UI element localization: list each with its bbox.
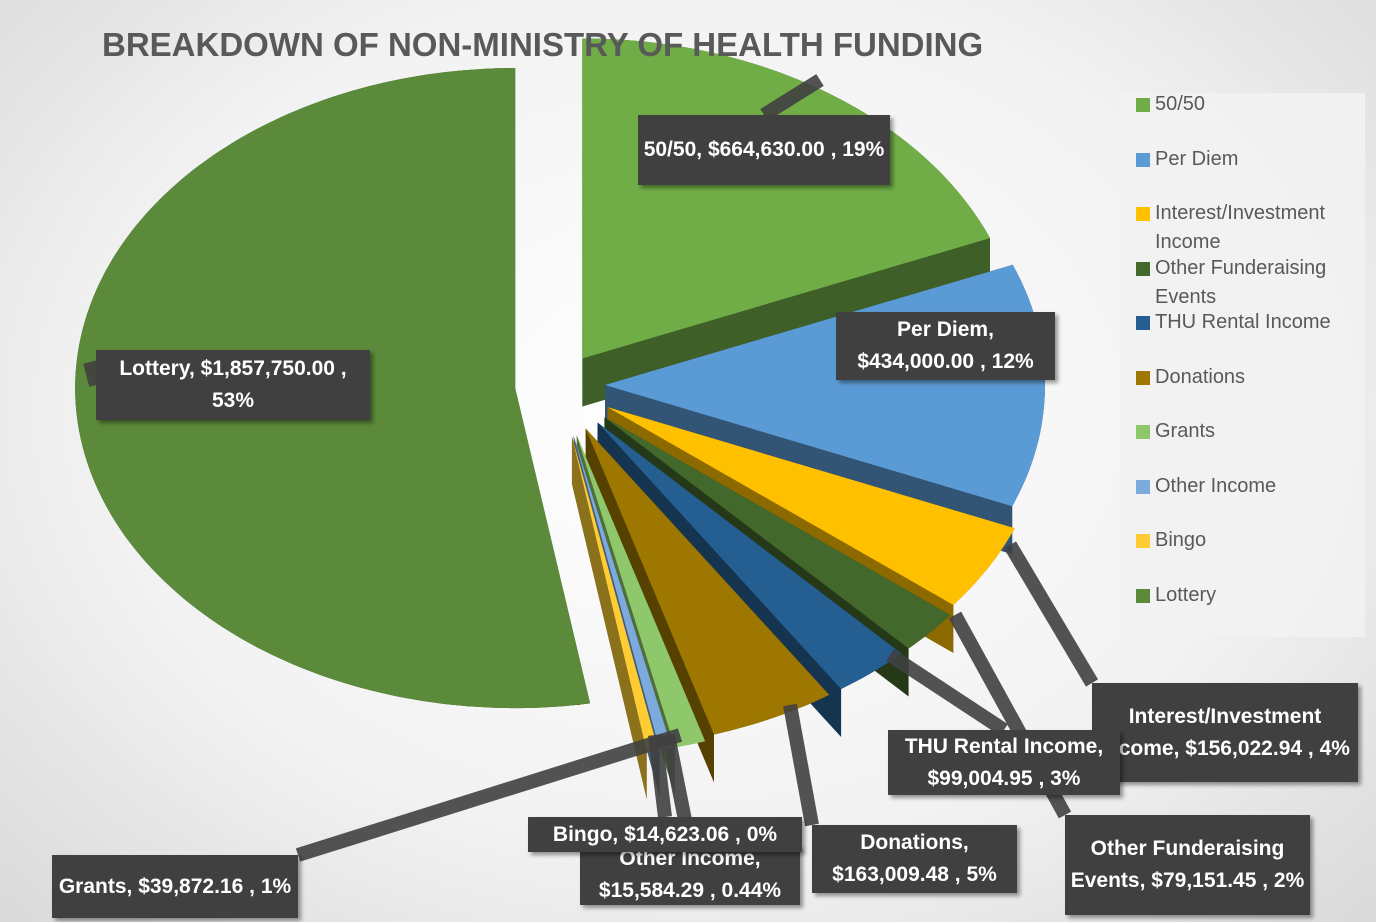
- data-label-text: Bingo$14,623.060%: [553, 819, 777, 851]
- label-value: $15,584.29: [599, 879, 722, 902]
- label-percent: 12%: [991, 350, 1034, 373]
- legend-swatch: [1136, 371, 1150, 385]
- legend-label: Other Funderaising Events: [1155, 257, 1327, 308]
- legend-swatch: [1136, 425, 1150, 439]
- legend-swatch: [1136, 589, 1150, 603]
- data-label-text: Other Funderaising Events$79,151.452%: [1065, 833, 1310, 897]
- legend-label: Grants: [1155, 420, 1216, 442]
- label-value: $1,857,750.00: [201, 357, 347, 380]
- legend-swatch: [1136, 316, 1150, 330]
- label-category: Other Income: [619, 847, 760, 870]
- legend-swatch: [1136, 480, 1150, 494]
- legend-entry: Lottery: [1136, 581, 1376, 610]
- legend-label: THU Rental Income: [1155, 311, 1331, 333]
- label-percent: 1%: [260, 874, 292, 898]
- data-label-text: Donations $163,009.485%: [812, 827, 1017, 891]
- slice: [585, 428, 830, 735]
- label-percent: 53%: [211, 389, 255, 412]
- label-percent: 4%: [1319, 736, 1350, 760]
- slice: [573, 435, 672, 750]
- data-label: Lottery$1,857,750.00 53%: [96, 350, 370, 420]
- data-label: Other Funderaising Events$79,151.452%: [1065, 815, 1310, 915]
- slice-side: [607, 407, 1015, 653]
- label-percent: 0%: [746, 822, 778, 846]
- data-label-text: Per Diem $434,000.0012%: [836, 314, 1055, 378]
- label-category: Per Diem: [897, 318, 994, 341]
- leader-line: [760, 74, 824, 121]
- legend-entry: Other Income: [1136, 472, 1376, 501]
- data-label-text: Interest/Investment Income$156,022.944%: [1092, 701, 1358, 765]
- legend-entry: THU Rental Income: [1136, 308, 1376, 337]
- legend-swatch: [1136, 534, 1150, 548]
- slice-side: [573, 435, 672, 798]
- leader-line: [783, 703, 819, 827]
- legend-swatch: [1136, 262, 1150, 276]
- data-label: Donations $163,009.485%: [812, 825, 1017, 893]
- leader-line: [83, 360, 103, 387]
- label-value: $79,151.45: [1151, 869, 1274, 892]
- legend-label: Lottery: [1155, 584, 1217, 606]
- legend-entry: Per Diem: [1136, 145, 1376, 174]
- legend-swatch: [1136, 98, 1150, 112]
- label-percent: 3%: [1050, 766, 1081, 790]
- slice: [576, 435, 706, 748]
- label-category: THU Rental Income: [905, 735, 1103, 758]
- slice: [604, 417, 951, 649]
- label-value: $14,623.06: [624, 823, 747, 846]
- slice: [597, 422, 902, 689]
- legend-swatch: [1136, 153, 1150, 167]
- data-label: Grants$39,872.161%: [52, 855, 298, 918]
- legend-label: Bingo: [1155, 529, 1207, 551]
- legend: 50/50 Per Diem Interest/Investment Income O…: [1120, 93, 1365, 637]
- data-label: 50/50$664,630.0019%: [638, 115, 890, 185]
- label-category: Bingo: [553, 823, 624, 846]
- label-percent: 19%: [842, 138, 885, 161]
- label-category: Grants: [59, 875, 138, 898]
- chart-title: BREAKDOWN OF NON-MINISTRY OF HEALTH FUND…: [102, 26, 984, 63]
- slice: [607, 407, 1015, 605]
- slice: [571, 436, 659, 752]
- label-percent: 5%: [966, 863, 997, 886]
- leader-line: [648, 734, 672, 818]
- data-label-text: Grants$39,872.161%: [59, 871, 291, 903]
- data-label: Bingo$14,623.060%: [528, 817, 802, 852]
- label-value: $664,630.00: [708, 138, 842, 161]
- data-label-text: Lottery$1,857,750.00 53%: [96, 353, 370, 417]
- data-label-text: THU Rental Income $99,004.953%: [888, 731, 1120, 795]
- legend-entry: 50/50: [1136, 90, 1376, 119]
- label-value: $156,022.94: [1185, 737, 1319, 760]
- label-value: $434,000.00: [857, 350, 991, 373]
- label-percent: 2%: [1273, 869, 1305, 892]
- leader-line: [295, 728, 683, 862]
- data-label: Per Diem $434,000.0012%: [836, 312, 1055, 380]
- legend-entry: Bingo: [1136, 526, 1376, 555]
- label-value: $163,009.48: [832, 863, 966, 886]
- label-category: 50/50: [644, 138, 708, 161]
- legend-entry: Grants: [1136, 417, 1376, 446]
- label-percent: 0.44%: [721, 879, 782, 902]
- data-label-text: Other Income $15,584.290.44%: [580, 843, 800, 907]
- data-label-text: 50/50$664,630.0019%: [644, 134, 885, 166]
- legend-entry: Other Funderaising Events: [1136, 254, 1376, 312]
- label-category: Donations: [860, 831, 969, 854]
- leader-line: [886, 649, 1008, 736]
- label-value: $39,872.16: [138, 875, 261, 898]
- legend-swatch: [1136, 207, 1150, 221]
- legend-label: Other Income: [1155, 475, 1277, 497]
- legend-label: 50/50: [1155, 93, 1206, 115]
- legend-label: Interest/Investment Income: [1155, 202, 1326, 253]
- legend-label: Donations: [1155, 366, 1246, 388]
- label-value: $99,004.95: [928, 767, 1051, 790]
- slice-side: [571, 436, 659, 800]
- legend-entry: Interest/Investment Income: [1136, 199, 1376, 257]
- data-label: THU Rental Income $99,004.953%: [888, 730, 1120, 795]
- legend-label: Per Diem: [1155, 148, 1239, 170]
- leader-line: [1003, 541, 1099, 687]
- legend-entry: Donations: [1136, 363, 1376, 392]
- data-label: Interest/Investment Income$156,022.944%: [1092, 683, 1358, 782]
- data-label: Other Income $15,584.290.44%: [580, 845, 800, 905]
- label-category: Lottery: [119, 357, 200, 380]
